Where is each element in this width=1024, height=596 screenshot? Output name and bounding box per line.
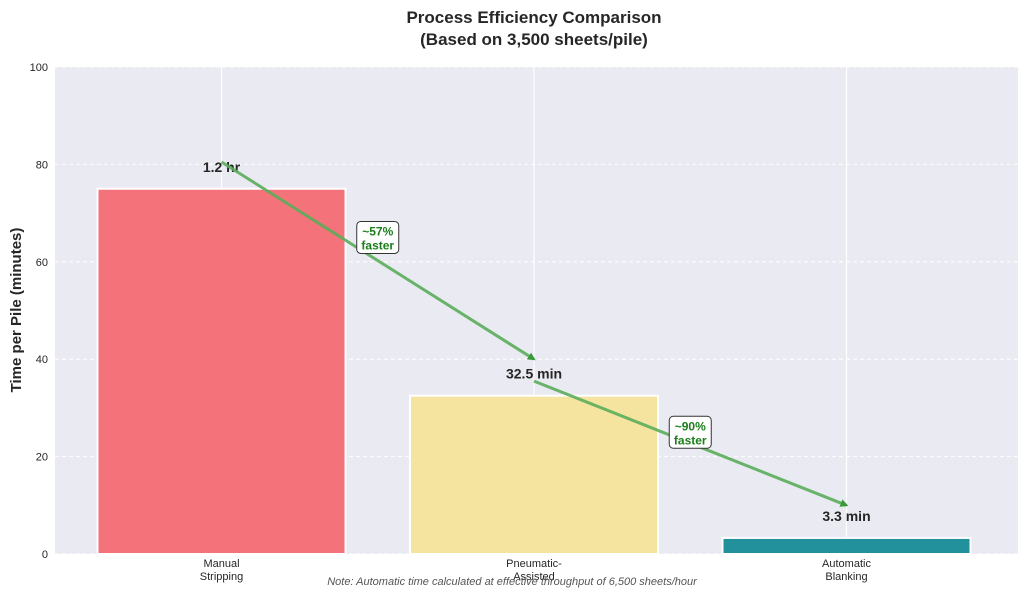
x-tick-label: Manual [203,558,239,570]
improvement-arrow [220,160,536,361]
bar-value-label: 3.3 min [822,508,870,524]
y-tick-label: 100 [30,62,48,74]
y-tick-label: 0 [42,549,48,561]
y-tick-label: 40 [36,354,48,366]
annotation-box [668,415,712,449]
chart-title: Process Efficiency Comparison [406,8,661,27]
x-tick-label: Assisted [513,571,555,583]
improvement-annotation: ~90%faster [668,415,712,449]
annotations: ~57%faster~90%faster [356,220,712,449]
annotation-text: faster [674,433,707,447]
y-axis-label: Time per Pile (minutes) [8,228,25,393]
bar-value-label: 1.2 hr [203,159,241,175]
x-tick-label: Automatic [822,558,871,570]
bars [96,187,972,556]
x-tick-label: Blanking [825,571,867,583]
annotation-box [356,220,400,254]
y-axis: 0 20 40 60 80 100 [30,62,48,561]
footnote: Note: Automatic time calculated at effec… [327,576,698,588]
x-tick-label: Stripping [200,571,243,583]
bar-value-label: 32.5 min [506,366,562,382]
bar [721,536,972,556]
x-tick-label: Pneumatic- [506,558,562,570]
y-tick-label: 60 [36,257,48,269]
chart-subtitle: (Based on 3,500 sheets/pile) [420,30,648,49]
value-labels: 1.2 hr 32.5 min 3.3 min [203,159,871,524]
y-tick-label: 80 [36,159,48,171]
improvement-annotation: ~57%faster [356,220,400,254]
bar [96,187,347,555]
annotation-text: faster [361,238,394,252]
y-tick-label: 20 [36,452,48,464]
annotation-text: ~57% [362,224,393,238]
bar [409,394,659,555]
annotation-text: ~90% [675,419,706,433]
